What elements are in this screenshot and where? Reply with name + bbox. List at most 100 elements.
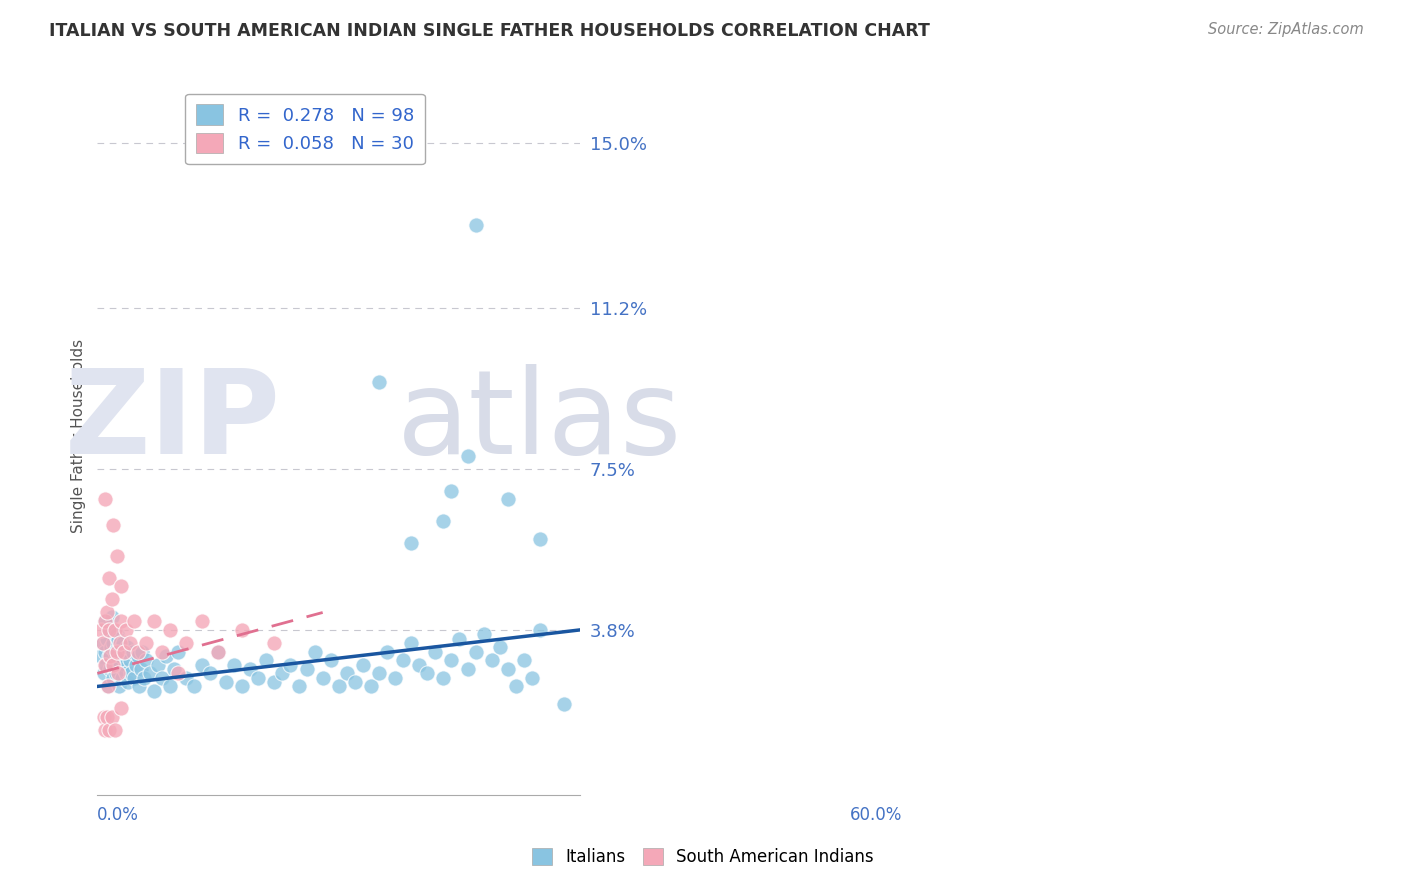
Point [91,636,114,650]
Point [239,662,262,676]
Point [135,636,157,650]
Point [384,671,406,685]
Point [440,653,463,667]
Point [104,623,127,637]
Point [127,645,149,659]
Point [464,645,486,659]
Point [97,680,120,694]
Point [101,710,124,724]
Point [529,623,551,637]
Point [174,636,197,650]
Point [94,614,117,628]
Point [416,666,439,681]
Point [93,710,115,724]
Legend: R =  0.278   N = 98, R =  0.058   N = 30: R = 0.278 N = 98, R = 0.058 N = 30 [186,94,425,164]
Point [90,623,112,637]
Point [103,657,125,672]
Point [122,614,145,628]
Point [472,627,495,641]
Point [408,657,430,672]
Point [135,653,157,667]
Point [142,614,165,628]
Point [280,657,302,672]
Point [127,648,149,663]
Point [440,483,463,498]
Point [108,636,131,650]
Point [101,610,124,624]
Point [96,657,118,672]
Point [110,579,132,593]
Point [98,571,121,585]
Point [93,666,115,681]
Point [138,666,160,681]
Point [520,671,543,685]
Point [352,657,374,672]
Point [110,648,132,663]
Point [98,662,121,676]
Point [97,680,120,694]
Point [287,680,309,694]
Point [432,514,454,528]
Y-axis label: Single Father Households: Single Father Households [72,339,86,533]
Point [166,666,188,681]
Point [128,680,150,694]
Point [263,675,285,690]
Point [112,645,135,659]
Point [150,671,173,685]
Point [375,645,398,659]
Point [110,701,132,715]
Point [304,645,326,659]
Point [112,662,135,676]
Point [90,648,112,663]
Point [96,606,118,620]
Point [449,632,471,646]
Text: ZIP: ZIP [65,365,281,480]
Point [98,723,121,737]
Point [96,710,118,724]
Point [150,645,173,659]
Point [98,623,121,637]
Point [183,680,205,694]
Point [112,636,135,650]
Text: ITALIAN VS SOUTH AMERICAN INDIAN SINGLE FATHER HOUSEHOLDS CORRELATION CHART: ITALIAN VS SOUTH AMERICAN INDIAN SINGLE … [49,22,931,40]
Text: atlas: atlas [396,365,682,480]
Point [368,666,391,681]
Point [104,666,127,681]
Legend: Italians, South American Indians: Italians, South American Indians [524,840,882,875]
Point [91,636,114,650]
Point [496,492,519,507]
Point [295,662,318,676]
Point [399,636,422,650]
Point [96,632,118,646]
Point [425,645,447,659]
Point [94,492,117,507]
Point [104,723,127,737]
Point [93,614,115,628]
Point [105,645,128,659]
Point [115,623,138,637]
Point [111,671,134,685]
Point [114,657,136,672]
Point [263,636,285,650]
Point [93,645,115,659]
Text: 60.0%: 60.0% [849,806,903,824]
Point [399,536,422,550]
Point [198,666,221,681]
Point [191,657,214,672]
Point [103,518,125,533]
Point [457,449,479,463]
Point [360,680,382,694]
Point [166,645,188,659]
Point [207,645,229,659]
Point [101,671,124,685]
Point [464,219,486,233]
Point [118,636,141,650]
Point [457,662,479,676]
Point [505,680,527,694]
Point [163,662,186,676]
Point [328,680,350,694]
Point [146,657,169,672]
Point [115,666,138,681]
Point [124,671,146,685]
Point [110,614,132,628]
